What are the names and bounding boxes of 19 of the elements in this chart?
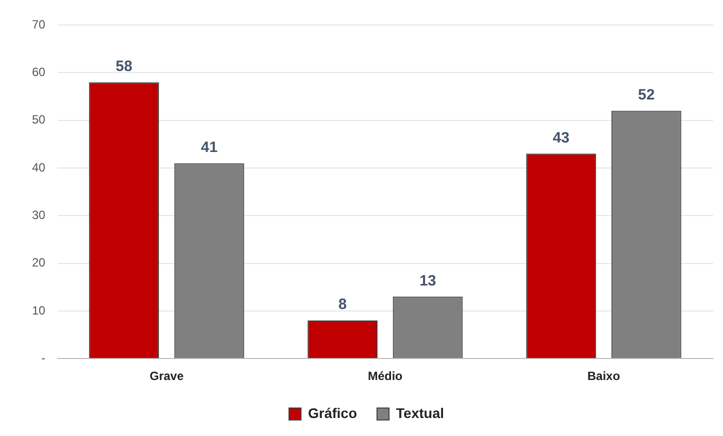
y-tick-label: 50 <box>32 112 46 127</box>
data-label: 52 <box>638 86 655 104</box>
x-tick-label: Grave <box>150 369 184 384</box>
data-label: 41 <box>200 138 218 156</box>
x-tick-label: Médio <box>368 369 403 384</box>
data-label: 13 <box>419 272 436 290</box>
data-label: 43 <box>552 129 570 146</box>
data-label: 58 <box>116 58 132 75</box>
y-tick-label: 40 <box>32 160 46 174</box>
y-tick-label: 60 <box>32 64 46 79</box>
y-tick-label: 10 <box>32 303 46 318</box>
legend-label: Textual <box>396 404 444 421</box>
y-tick-label: 30 <box>32 208 46 222</box>
y-tick-label: 70 <box>32 17 46 32</box>
legend-label: Gráfico <box>308 404 358 421</box>
x-tick-label: Baixo <box>587 369 620 384</box>
data-label: 8 <box>338 296 347 314</box>
y-tick-label: 20 <box>32 256 46 270</box>
y-tick-label: - <box>41 350 46 365</box>
